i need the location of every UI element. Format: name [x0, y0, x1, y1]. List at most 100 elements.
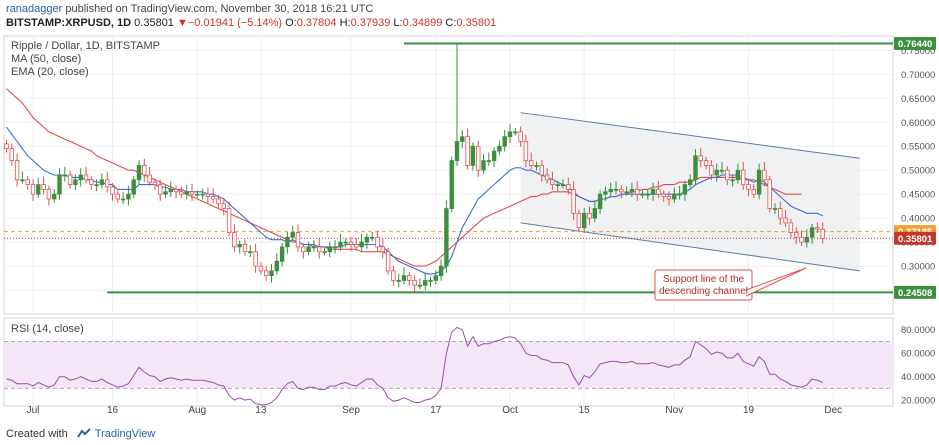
candle	[14, 153, 20, 187]
candle-body	[412, 280, 417, 286]
candle-body	[46, 188, 52, 200]
candle	[666, 191, 672, 206]
candle	[635, 181, 640, 201]
candle	[105, 171, 110, 193]
candle	[778, 201, 783, 225]
candle	[772, 203, 778, 214]
candle-body	[221, 203, 226, 209]
candle-body	[481, 160, 486, 171]
tradingview-logo-icon	[76, 428, 91, 438]
candle-body	[237, 244, 242, 248]
time-tick-label: 19	[743, 405, 755, 416]
candle-body	[136, 165, 142, 181]
candle-body	[820, 228, 825, 239]
rsi-tick-label: 20.0000	[901, 396, 935, 407]
candle	[629, 182, 635, 198]
candle	[767, 175, 772, 213]
candle	[497, 140, 502, 155]
candle	[173, 185, 179, 199]
candle	[444, 200, 449, 273]
candle	[163, 185, 168, 199]
candle	[396, 273, 401, 288]
level-tag-24508-bg	[894, 285, 936, 299]
candle	[290, 225, 295, 242]
candle	[619, 185, 624, 199]
candle-body	[157, 184, 163, 195]
candle-body	[714, 169, 719, 176]
annotation-text-line2: descending channel	[659, 286, 748, 297]
candle	[730, 174, 735, 187]
candle	[83, 166, 89, 184]
symbol-label: BITSTAMP:XRPUSD, 1D	[6, 17, 132, 29]
candle-body	[518, 131, 523, 142]
candle-body	[698, 155, 703, 162]
high-label: H:	[339, 17, 351, 29]
candle-body	[560, 184, 566, 186]
candle	[269, 264, 274, 283]
candle	[189, 183, 195, 201]
candle-body	[184, 191, 189, 195]
candle-body	[794, 232, 799, 238]
candle	[242, 239, 248, 256]
candle-body	[603, 191, 608, 195]
candle-body	[783, 217, 788, 224]
candle	[52, 188, 57, 203]
level-tag-76440-bg	[894, 36, 936, 50]
candle-body	[253, 251, 258, 267]
candle-body	[534, 165, 539, 167]
candle-body	[804, 236, 809, 243]
candle	[714, 163, 719, 182]
candle	[316, 238, 322, 259]
candle	[120, 192, 126, 205]
candle-body	[417, 284, 423, 287]
candle-body	[529, 160, 534, 166]
candle	[184, 185, 189, 200]
candle	[470, 142, 476, 171]
candle	[115, 188, 120, 203]
time-tick-label: Aug	[188, 405, 206, 416]
candle	[200, 188, 205, 200]
candle-body	[799, 236, 804, 243]
candle-body	[311, 246, 317, 249]
candle-body	[396, 280, 401, 282]
candle-body	[94, 184, 99, 186]
candle	[179, 186, 184, 199]
candle-body	[449, 160, 454, 209]
candle-body	[735, 169, 741, 181]
candle	[348, 236, 354, 252]
candle	[195, 190, 200, 199]
candle	[4, 140, 9, 153]
candle	[30, 179, 36, 201]
candle	[67, 171, 73, 189]
candle-body	[279, 246, 285, 262]
candle	[380, 238, 385, 259]
price-tick-label: 0.60000	[901, 118, 935, 129]
candle	[613, 181, 619, 195]
candle-body	[444, 208, 449, 267]
candle-body	[566, 184, 571, 190]
channel-upper-line	[520, 112, 860, 159]
candle	[110, 183, 115, 201]
candle	[73, 174, 78, 190]
candle-body	[688, 179, 693, 185]
candle-body	[354, 244, 359, 248]
candle-body	[422, 280, 428, 286]
candle-body	[767, 179, 772, 209]
candle-body	[725, 169, 730, 181]
low-value: 0.34899	[402, 17, 443, 29]
candle-body	[539, 165, 544, 176]
price-tick-label: 0.70000	[901, 70, 935, 81]
candle	[820, 222, 825, 244]
candle	[677, 186, 682, 200]
candle-body	[513, 131, 518, 134]
candle	[157, 179, 163, 201]
candle-body	[322, 251, 327, 254]
author-link[interactable]: ranadagger	[6, 3, 63, 15]
candle	[703, 156, 709, 170]
candle	[576, 209, 582, 232]
candle	[332, 240, 338, 254]
candle	[279, 243, 285, 267]
candle	[804, 229, 809, 248]
tradingview-brand-link[interactable]: TradingView	[94, 428, 156, 440]
